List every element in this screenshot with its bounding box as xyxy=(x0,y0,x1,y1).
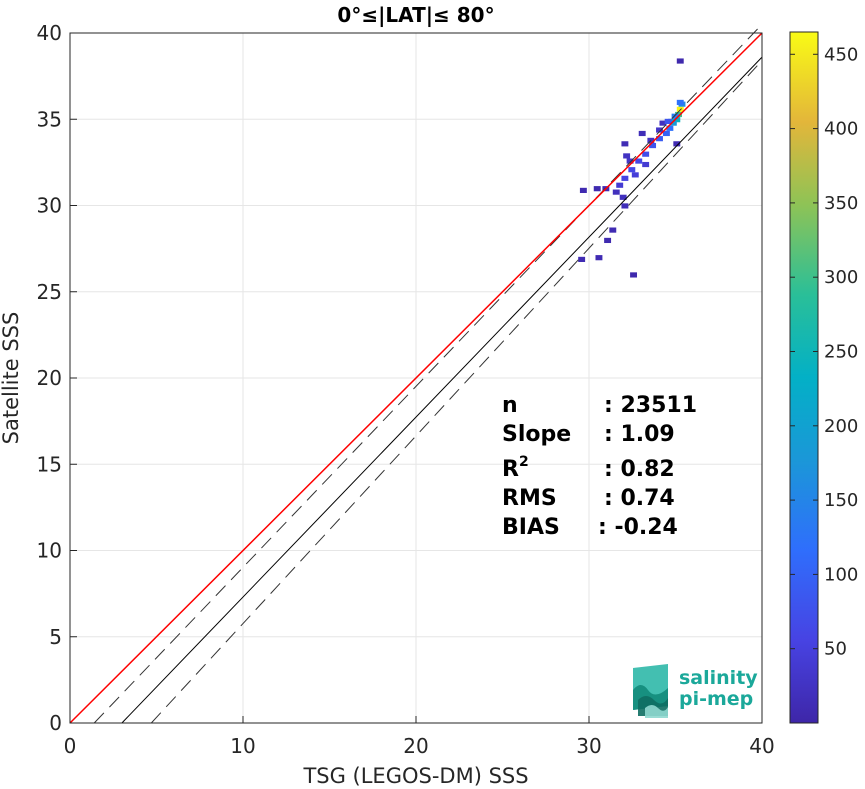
fit-lines xyxy=(69,24,763,724)
density-cell xyxy=(630,272,638,278)
stat-value: : 0.82 xyxy=(604,457,675,482)
density-cell xyxy=(635,158,643,164)
x-tick-label: 0 xyxy=(64,734,77,758)
colorbar-tick-label: 150 xyxy=(824,490,858,511)
density-cell xyxy=(621,203,629,209)
density-cell xyxy=(593,186,601,192)
one-to-one-line xyxy=(121,56,763,724)
x-tick-label: 20 xyxy=(403,734,428,758)
density-cell xyxy=(619,194,627,200)
y-tick-label: 15 xyxy=(37,452,62,476)
colorbar-tick-label: 100 xyxy=(824,564,858,585)
stat-label: BIAS xyxy=(502,515,560,540)
regression-line xyxy=(69,32,763,724)
stat-label: n xyxy=(502,393,518,418)
density-cell xyxy=(616,182,624,188)
colorbar-tick-label: 250 xyxy=(824,341,858,362)
y-tick-label: 10 xyxy=(37,539,62,563)
density-cell xyxy=(626,158,634,164)
y-axis-ticks: 0 5 10 15 20 25 30 35 40 xyxy=(37,21,77,735)
density-cell xyxy=(676,58,684,64)
density-cell xyxy=(656,136,663,142)
logo-waves-icon xyxy=(633,664,668,718)
y-tick-label: 5 xyxy=(49,625,62,649)
density-cell xyxy=(662,130,670,137)
density-cell xyxy=(666,125,674,131)
y-tick-label: 0 xyxy=(49,711,62,735)
density-cell xyxy=(638,130,646,137)
density-cell xyxy=(621,175,629,181)
salinity-pi-mep-logo: salinity pi-mep xyxy=(633,664,758,718)
stat-value: : 23511 xyxy=(604,393,697,418)
stat-label: RMS xyxy=(502,486,557,511)
stat-label: R2 xyxy=(502,454,529,482)
colorbar-tick-label: 450 xyxy=(824,44,858,65)
density-cell xyxy=(609,227,617,233)
density-cells xyxy=(578,58,686,278)
density-cell xyxy=(631,172,639,178)
colorbar-tick-label: 300 xyxy=(824,267,858,288)
density-cell xyxy=(623,153,631,159)
x-tick-label: 40 xyxy=(749,734,774,758)
dashed-bound-line xyxy=(93,24,763,724)
stat-value: : 0.74 xyxy=(604,486,675,511)
density-cell xyxy=(628,167,636,173)
logo-line2: pi-mep xyxy=(679,688,753,710)
density-cell xyxy=(621,141,629,147)
density-cell xyxy=(604,237,612,244)
density-cell xyxy=(673,141,681,147)
dashed-bound-line xyxy=(150,60,763,724)
stat-value: : 1.09 xyxy=(604,422,675,447)
density-cell xyxy=(642,161,650,168)
colorbar-tick-label: 400 xyxy=(824,119,858,140)
y-tick-label: 40 xyxy=(37,21,62,45)
density-cell xyxy=(579,187,587,193)
x-axis-label: TSG (LEGOS-DM) SSS xyxy=(302,764,528,788)
colorbar-tick-label: 350 xyxy=(824,193,858,214)
density-cell xyxy=(676,99,684,106)
chart-title: 0°≤|LAT|≤ 80° xyxy=(337,3,494,27)
logo-line1: salinity xyxy=(679,667,758,689)
density-cell xyxy=(642,151,650,157)
x-tick-label: 10 xyxy=(230,734,255,758)
density-cell xyxy=(671,113,679,119)
colorbar-tick-label: 200 xyxy=(824,416,858,437)
y-tick-label: 25 xyxy=(37,280,62,304)
density-cell xyxy=(612,189,620,195)
y-axis-label: Satellite SSS xyxy=(0,312,23,445)
density-cell xyxy=(595,255,603,261)
x-axis-ticks: 0 10 20 30 40 xyxy=(64,716,775,758)
stats-annotation: n : 23511 Slope : 1.09 R2 : 0.82 RMS : 0.74 BIAS… xyxy=(502,393,697,540)
stat-label: Slope xyxy=(502,422,571,447)
density-cell xyxy=(578,256,586,262)
y-tick-label: 30 xyxy=(37,194,62,218)
density-cell xyxy=(649,142,657,149)
stat-value: : -0.24 xyxy=(598,515,678,540)
density-cell xyxy=(656,127,663,133)
density-cell xyxy=(659,120,667,126)
colorbar xyxy=(789,31,819,724)
y-tick-label: 35 xyxy=(37,107,62,131)
density-cell xyxy=(664,118,672,124)
colorbar-ticks: 50 100 150 200 250 300 350 400 450 xyxy=(790,44,858,660)
x-tick-label: 30 xyxy=(576,734,601,758)
y-tick-label: 20 xyxy=(37,366,62,390)
density-cell xyxy=(673,117,681,123)
density-cell xyxy=(668,118,676,124)
colorbar-tick-label: 50 xyxy=(824,639,847,660)
